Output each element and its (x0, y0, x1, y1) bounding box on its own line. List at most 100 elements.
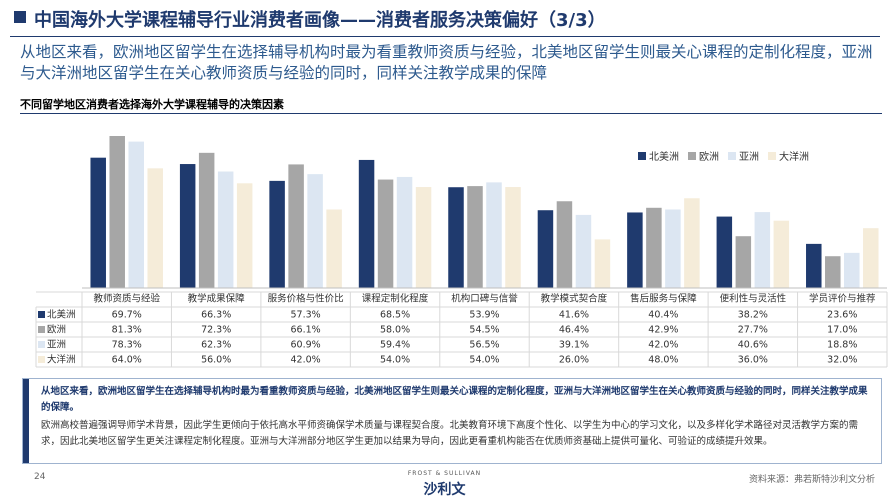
bar (486, 182, 502, 288)
value-label: 60.9% (291, 340, 321, 351)
bar (594, 239, 611, 288)
value-label: 66.1% (291, 325, 321, 336)
value-label: 42.9% (648, 325, 678, 336)
slide-title: 中国海外大学课程辅导行业消费者画像——消费者服务决策偏好（3/3） (34, 10, 606, 31)
chart-title: 不同留学地区消费者选择海外大学课程辅导的决策因素 (20, 98, 284, 111)
legend-swatch (688, 152, 696, 160)
value-label: 32.0% (827, 355, 857, 366)
row-label: 欧洲 (47, 324, 66, 336)
bar (735, 236, 752, 288)
value-label: 41.6% (559, 310, 589, 321)
bar (754, 212, 771, 288)
bar (556, 201, 573, 288)
value-label: 18.8% (827, 340, 857, 351)
row-label: 大洋洲 (47, 354, 76, 366)
legend-swatch (768, 152, 776, 160)
bar (575, 214, 592, 288)
bar (307, 174, 323, 288)
value-label: 72.3% (201, 325, 231, 336)
bar (358, 159, 375, 288)
bar (198, 152, 215, 288)
bar (326, 209, 342, 288)
bar (467, 186, 483, 288)
notes-box: 从地区来看，欧洲地区留学生在选择辅导机构时最为看重教师资质与经验，北美洲地区留学… (22, 378, 882, 464)
legend-swatch (728, 152, 736, 160)
subtitle: 从地区来看，欧洲地区留学生在选择辅导机构时最为看重教师资质与经验，北美地区留学生… (20, 43, 873, 82)
row-swatch (38, 356, 45, 363)
value-label: 54.5% (469, 325, 499, 336)
value-label: 23.6% (827, 310, 857, 321)
value-label: 58.0% (380, 325, 410, 336)
value-label: 68.5% (380, 310, 410, 321)
category-label: 学员评价与推荐 (809, 293, 876, 305)
bar (806, 243, 822, 288)
bar (448, 187, 464, 288)
value-label: 69.7% (112, 310, 142, 321)
bar (128, 141, 144, 288)
value-label: 42.0% (648, 340, 678, 351)
value-label: 56.5% (469, 340, 499, 351)
legend-label: 欧洲 (699, 151, 719, 163)
page-number: 24 (34, 472, 46, 482)
value-label: 78.3% (112, 340, 142, 351)
row-swatch (38, 341, 45, 348)
bar (147, 168, 163, 288)
value-label: 40.6% (738, 340, 768, 351)
bar (716, 216, 733, 288)
category-label: 服务价格与性价比 (268, 293, 344, 305)
value-label: 53.9% (469, 310, 499, 321)
bar (179, 164, 196, 288)
value-label: 56.0% (201, 355, 231, 366)
legend-label: 亚洲 (739, 151, 759, 163)
value-label: 64.0% (112, 355, 142, 366)
bar (505, 187, 521, 288)
bar (90, 157, 106, 288)
bar (236, 183, 253, 288)
value-label: 46.4% (559, 325, 589, 336)
bar (665, 209, 681, 288)
category-label: 售后服务与保障 (630, 293, 697, 305)
bar (377, 179, 394, 288)
value-label: 48.0% (648, 355, 678, 366)
legend-label: 大洋洲 (779, 150, 809, 163)
category-label: 机构口碑与信誉 (451, 293, 518, 305)
value-label: 27.7% (738, 325, 768, 336)
note: 欧洲高校普遍强调导师学术背景，因此学生更倾向于依托高水平师资确保学术质量与课程契… (41, 420, 859, 447)
category-label: 教学模式契合度 (541, 293, 608, 305)
category-label: 课程定制化程度 (362, 293, 429, 305)
bar (109, 136, 125, 288)
value-label: 42.0% (291, 355, 321, 366)
notes-bar (23, 379, 29, 463)
title-marker (14, 11, 26, 23)
note: 从地区来看，欧洲地区留学生在选择辅导机构时最为看重教师资质与经验，北美洲地区留学… (41, 386, 868, 413)
bar (684, 198, 700, 288)
value-label: 36.0% (738, 355, 768, 366)
row-label: 亚洲 (47, 340, 66, 351)
bar (217, 171, 234, 288)
chart-title-rule (20, 113, 882, 114)
bar (288, 164, 304, 288)
bar (537, 210, 554, 288)
value-label: 38.2% (738, 310, 768, 321)
value-label: 57.3% (291, 310, 321, 321)
row-swatch (38, 326, 45, 333)
value-label: 17.0% (827, 325, 857, 336)
legend-swatch (638, 152, 646, 160)
category-label: 教学成果保障 (188, 293, 246, 305)
bar (396, 176, 413, 288)
value-label: 66.3% (201, 310, 231, 321)
value-label: 59.4% (380, 340, 410, 351)
category-label: 教师资质与经验 (93, 293, 160, 305)
bar (627, 212, 643, 288)
bar (646, 207, 662, 288)
value-label: 40.4% (648, 310, 678, 321)
title-rule (10, 36, 880, 37)
legend-label: 北美洲 (649, 150, 679, 163)
value-label: 54.0% (469, 355, 499, 366)
source: 资料来源：弗若斯特沙利文分析 (748, 475, 875, 485)
value-label: 54.0% (380, 355, 410, 366)
bar (415, 187, 432, 288)
value-label: 81.3% (112, 325, 142, 336)
